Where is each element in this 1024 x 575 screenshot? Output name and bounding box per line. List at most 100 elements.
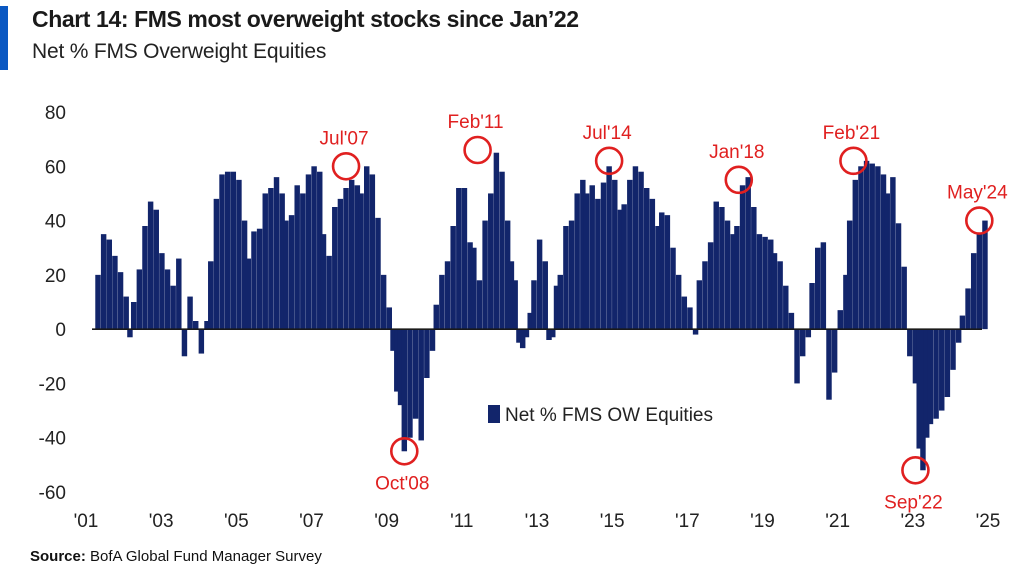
bar <box>213 198 220 330</box>
annotation-label: Feb'21 <box>823 123 881 144</box>
bar <box>412 329 419 419</box>
bar-series <box>95 152 988 471</box>
bar <box>283 220 289 330</box>
bar <box>523 329 530 338</box>
y-tick-label: 80 <box>45 103 66 124</box>
bar <box>659 212 665 330</box>
bar <box>771 253 778 330</box>
annotation-circle <box>463 135 492 165</box>
bar <box>546 329 552 340</box>
bar <box>550 329 556 338</box>
bar <box>724 220 731 330</box>
x-tick-label: '09 <box>374 511 399 532</box>
bar <box>955 329 962 343</box>
bar <box>198 329 205 354</box>
bar <box>153 209 159 330</box>
bar <box>219 174 225 330</box>
bar <box>643 188 650 330</box>
bar <box>147 201 154 330</box>
bar <box>768 239 774 330</box>
annotation-label: Sep'22 <box>884 492 943 513</box>
bar <box>927 329 934 425</box>
bar <box>589 185 595 330</box>
bar <box>230 171 237 330</box>
bar <box>433 304 439 330</box>
bar <box>127 329 133 338</box>
bar <box>390 329 396 351</box>
bar <box>799 329 806 357</box>
bar <box>519 329 526 349</box>
bar <box>106 239 112 330</box>
bar <box>112 255 118 330</box>
annotation-label: Jan'18 <box>709 142 764 163</box>
bar <box>687 307 693 330</box>
bar <box>939 329 945 411</box>
bar <box>745 177 751 330</box>
y-tick-label: 40 <box>45 212 66 233</box>
bar <box>142 226 148 330</box>
bar <box>241 220 248 330</box>
bar <box>123 296 129 330</box>
legend-swatch <box>488 405 500 423</box>
bar <box>224 171 231 330</box>
bar <box>901 266 907 330</box>
annotation-label: Feb'11 <box>448 112 504 133</box>
bar <box>508 261 515 330</box>
bar <box>542 261 548 330</box>
source-note: Source: BofA Global Fund Manager Survey <box>30 548 322 565</box>
bar <box>777 261 783 330</box>
bar <box>245 258 252 330</box>
bar <box>595 198 601 330</box>
bar <box>170 285 176 330</box>
bar <box>965 288 971 330</box>
bar <box>670 247 676 330</box>
annotation-label: Jul'07 <box>320 128 369 149</box>
bar <box>493 152 500 330</box>
y-tick-label: 20 <box>45 266 66 287</box>
bar <box>516 329 522 343</box>
bar <box>294 185 300 330</box>
bar <box>617 209 624 330</box>
annotation-label: Jul'14 <box>583 123 632 144</box>
bar <box>531 280 537 330</box>
bar <box>208 261 214 330</box>
annotation-circle <box>724 165 754 195</box>
bar <box>907 329 913 357</box>
bar <box>734 226 740 330</box>
y-tick-label: -40 <box>39 429 66 450</box>
bar <box>574 193 580 330</box>
bar <box>976 234 983 330</box>
annotation-circle <box>965 206 994 235</box>
bar <box>364 166 370 330</box>
bar <box>863 160 870 330</box>
annotation-circle <box>839 146 868 176</box>
bar <box>164 269 171 330</box>
bar <box>117 272 124 330</box>
bar <box>386 307 392 330</box>
accent-bar <box>0 6 8 70</box>
source-text: BofA Global Fund Manager Survey <box>85 548 322 565</box>
bar <box>187 296 193 330</box>
bar <box>809 283 815 330</box>
bar <box>326 255 332 330</box>
bar <box>692 329 699 335</box>
bar <box>268 188 274 330</box>
bar <box>696 280 703 330</box>
bar <box>959 315 966 330</box>
x-tick-label: '21 <box>825 511 850 532</box>
bar <box>820 242 827 330</box>
y-tick-label: 60 <box>45 157 66 178</box>
bar <box>805 329 812 338</box>
bar <box>858 166 864 330</box>
bar <box>580 179 586 330</box>
bar <box>920 329 926 471</box>
bar <box>895 223 902 330</box>
bar <box>869 163 875 330</box>
bar <box>320 234 327 330</box>
bar <box>627 179 633 330</box>
bar <box>950 329 956 370</box>
bar <box>499 171 505 330</box>
bar <box>512 280 518 330</box>
bar <box>970 253 977 330</box>
annotation-circle <box>594 146 624 176</box>
